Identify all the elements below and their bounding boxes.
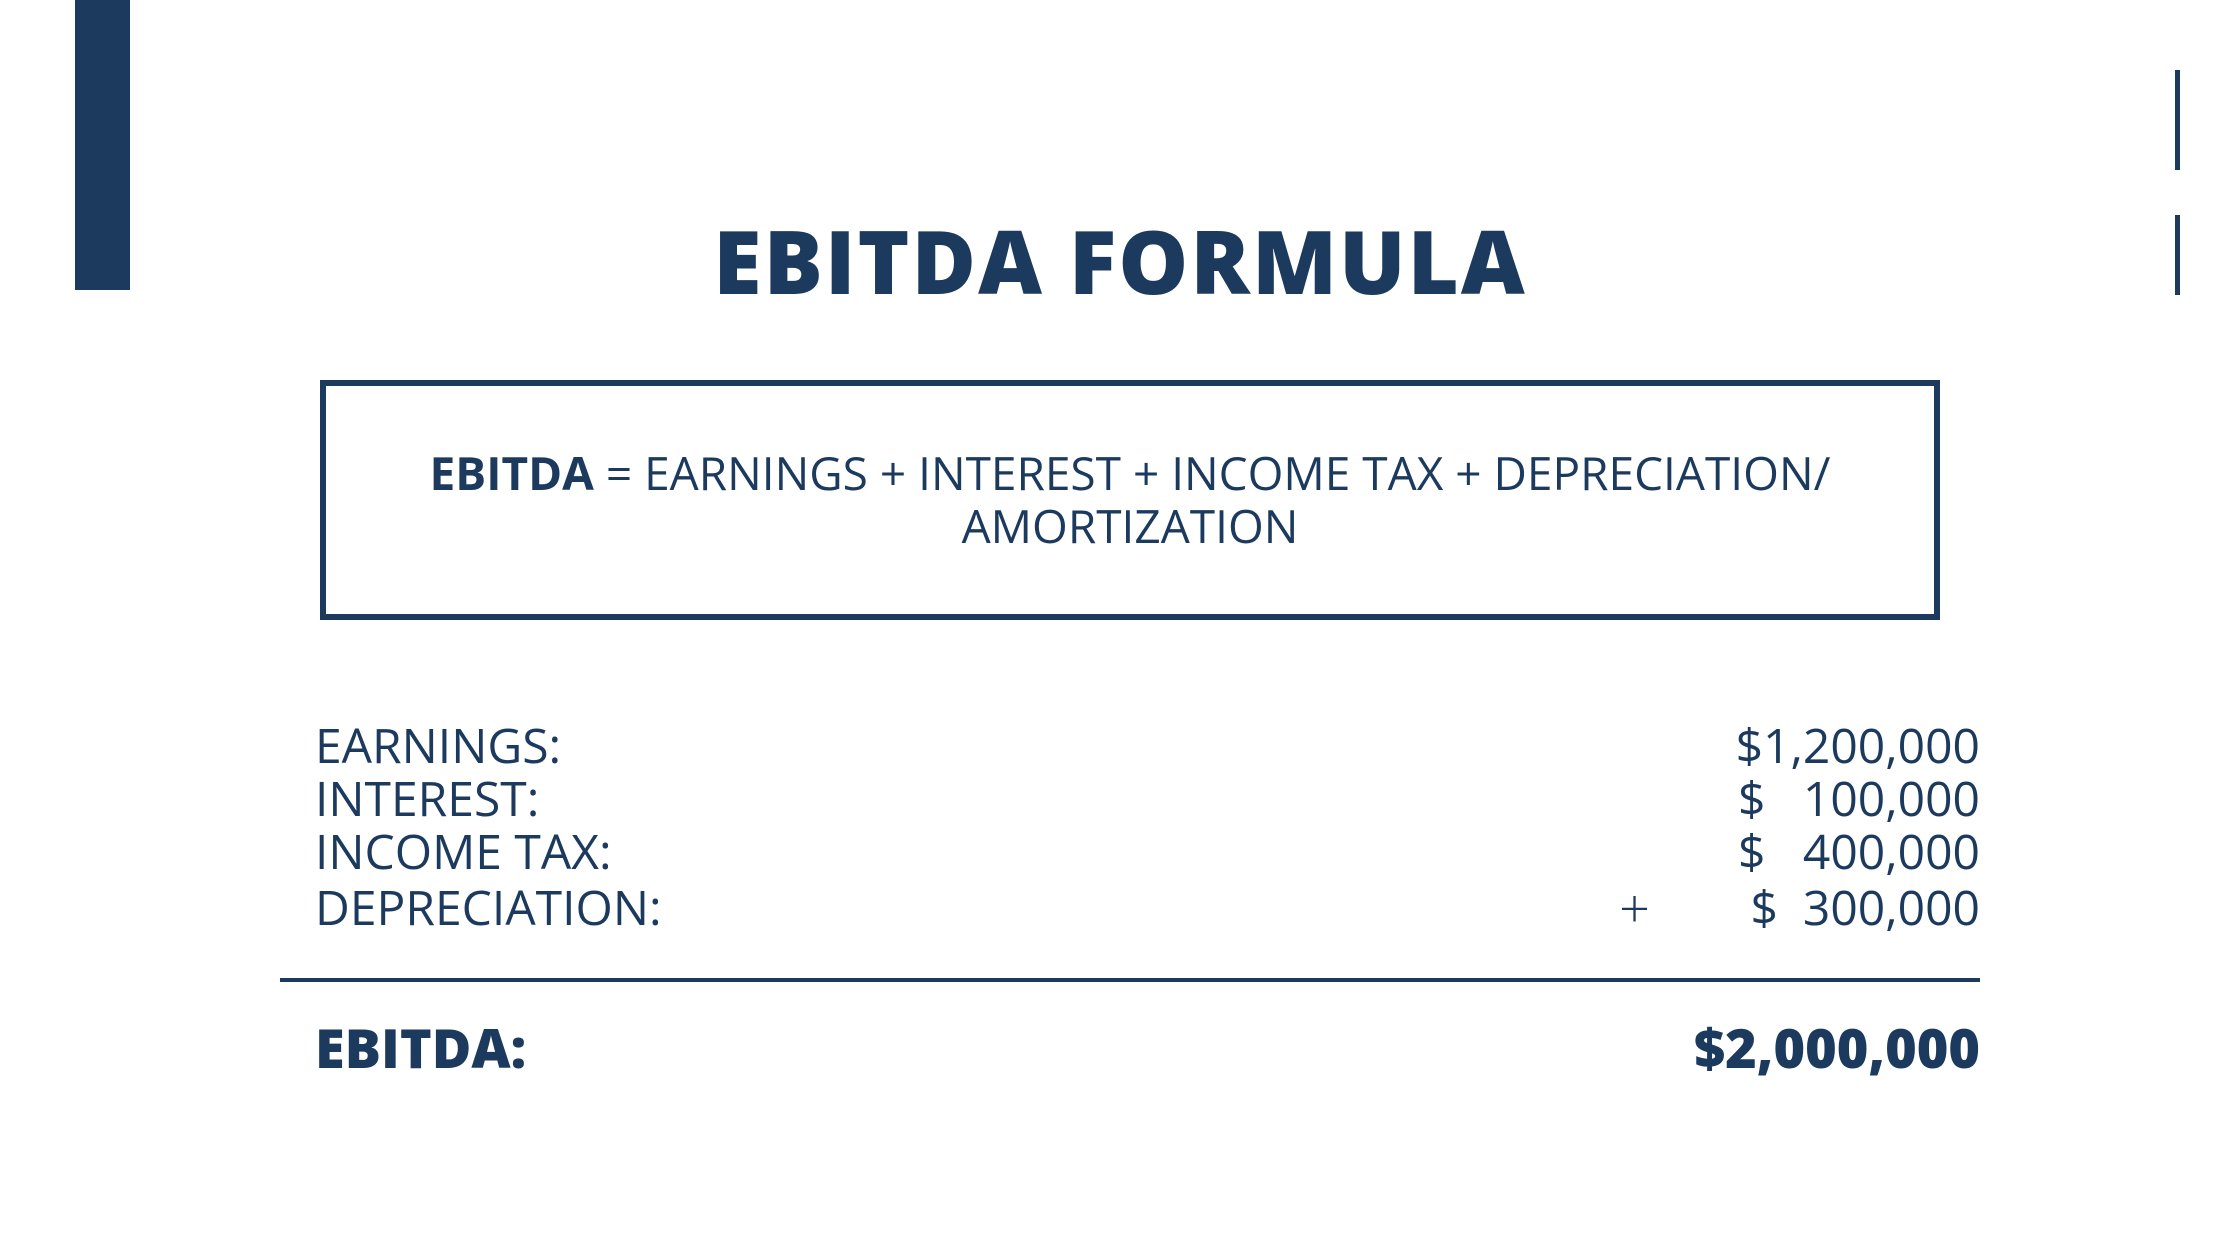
calc-row-depreciation: DEPRECIATION: + $ 300,000 xyxy=(280,878,1980,937)
total-label: EBITDA: xyxy=(280,1010,526,1084)
formula-rest-2: AMORTIZATION xyxy=(962,495,1299,557)
formula-term: EBITDA xyxy=(430,442,594,504)
depreciation-label: DEPRECIATION: xyxy=(280,882,662,935)
earnings-value: $1,200,000 xyxy=(1680,720,1980,773)
interest-value: $ 100,000 xyxy=(1680,773,1980,826)
formula-box: EBITDA = EARNINGS + INTEREST + INCOME TA… xyxy=(320,380,1940,620)
income-tax-label: INCOME TAX: xyxy=(280,826,612,879)
total-row: EBITDA: $2,000,000 xyxy=(280,1010,1980,1084)
total-value: $2,000,000 xyxy=(1694,1010,1980,1084)
calc-row-earnings: EARNINGS: $1,200,000 xyxy=(280,720,1980,773)
depreciation-value: $ 300,000 xyxy=(1680,882,1980,935)
income-tax-value: $ 400,000 xyxy=(1680,826,1980,879)
calculation-block: EARNINGS: $1,200,000 INTEREST: $ 100,000… xyxy=(280,720,1980,938)
formula-equals: = xyxy=(594,442,644,504)
formula-text: EBITDA = EARNINGS + INTEREST + INCOME TA… xyxy=(430,447,1831,553)
page-title: EBITDA FORMULA xyxy=(0,200,2240,320)
calc-row-interest: INTEREST: $ 100,000 xyxy=(280,773,1980,826)
earnings-label: EARNINGS: xyxy=(280,720,561,773)
calc-row-income-tax: INCOME TAX: $ 400,000 xyxy=(280,826,1980,879)
divider-line xyxy=(280,978,1980,982)
plus-icon: + xyxy=(1619,878,1650,937)
accent-line-right-top xyxy=(2175,70,2180,170)
interest-label: INTEREST: xyxy=(280,773,539,826)
